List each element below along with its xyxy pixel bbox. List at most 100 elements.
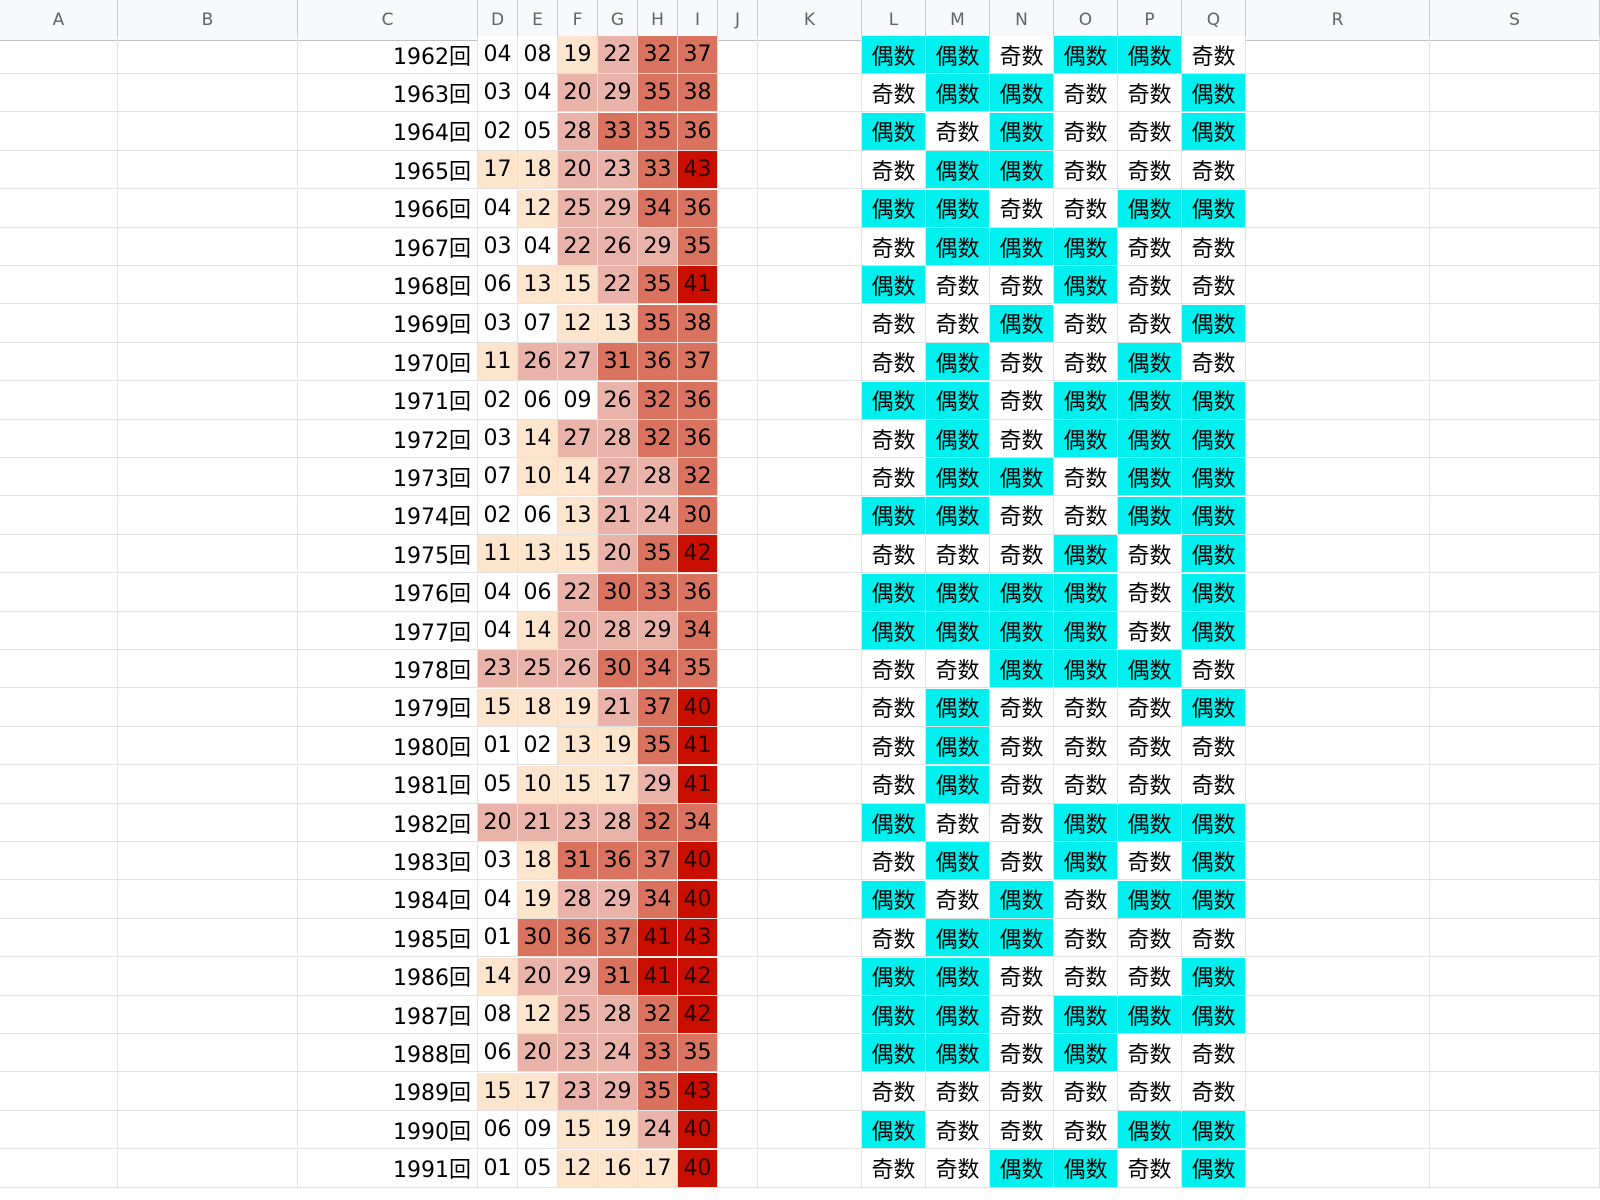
empty-cell[interactable] — [0, 343, 118, 382]
empty-cell[interactable] — [758, 765, 862, 804]
winning-number-cell[interactable]: 33 — [638, 151, 678, 190]
parity-cell[interactable]: 奇数 — [1182, 343, 1246, 382]
winning-number-cell[interactable]: 23 — [598, 151, 638, 190]
parity-cell[interactable]: 偶数 — [926, 727, 990, 766]
winning-number-cell[interactable]: 32 — [638, 381, 678, 420]
empty-cell[interactable] — [718, 765, 758, 804]
parity-cell[interactable]: 偶数 — [990, 151, 1054, 190]
parity-cell[interactable]: 奇数 — [862, 1149, 926, 1188]
draw-number-cell[interactable]: 1983回 — [298, 842, 478, 881]
parity-cell[interactable]: 偶数 — [1182, 1111, 1246, 1150]
column-header-q[interactable]: Q — [1182, 0, 1246, 40]
winning-number-cell[interactable]: 37 — [678, 36, 718, 74]
parity-cell[interactable]: 奇数 — [1054, 304, 1118, 343]
empty-cell[interactable] — [1246, 420, 1430, 458]
empty-cell[interactable] — [718, 727, 758, 766]
column-header-l[interactable]: L — [862, 0, 926, 40]
parity-cell[interactable]: 奇数 — [1054, 189, 1118, 228]
winning-number-cell[interactable]: 21 — [598, 688, 638, 727]
parity-cell[interactable]: 偶数 — [1182, 304, 1246, 343]
parity-cell[interactable]: 奇数 — [1054, 1111, 1118, 1150]
winning-number-cell[interactable]: 04 — [518, 228, 558, 266]
winning-number-cell[interactable]: 15 — [478, 1072, 518, 1111]
empty-cell[interactable] — [118, 688, 298, 727]
empty-cell[interactable] — [1246, 74, 1430, 113]
empty-cell[interactable] — [1246, 189, 1430, 228]
winning-number-cell[interactable]: 14 — [518, 612, 558, 650]
parity-cell[interactable]: 奇数 — [926, 112, 990, 151]
winning-number-cell[interactable]: 32 — [638, 420, 678, 458]
parity-cell[interactable]: 偶数 — [862, 957, 926, 996]
winning-number-cell[interactable]: 27 — [598, 458, 638, 497]
empty-cell[interactable] — [758, 1034, 862, 1073]
draw-number-cell[interactable]: 1964回 — [298, 112, 478, 151]
winning-number-cell[interactable]: 32 — [678, 458, 718, 497]
empty-cell[interactable] — [118, 573, 298, 612]
empty-cell[interactable] — [118, 804, 298, 842]
winning-number-cell[interactable]: 06 — [478, 1034, 518, 1073]
empty-cell[interactable] — [0, 880, 118, 919]
parity-cell[interactable]: 奇数 — [990, 957, 1054, 996]
draw-number-cell[interactable]: 1989回 — [298, 1072, 478, 1111]
draw-number-cell[interactable]: 1973回 — [298, 458, 478, 497]
winning-number-cell[interactable]: 29 — [638, 765, 678, 804]
winning-number-cell[interactable]: 20 — [558, 612, 598, 650]
parity-cell[interactable]: 奇数 — [862, 842, 926, 881]
empty-cell[interactable] — [0, 496, 118, 535]
draw-number-cell[interactable]: 1965回 — [298, 151, 478, 190]
winning-number-cell[interactable]: 06 — [518, 381, 558, 420]
parity-cell[interactable]: 偶数 — [1182, 420, 1246, 458]
winning-number-cell[interactable]: 22 — [558, 573, 598, 612]
empty-cell[interactable] — [118, 112, 298, 151]
winning-number-cell[interactable]: 28 — [598, 804, 638, 842]
winning-number-cell[interactable]: 31 — [598, 957, 638, 996]
parity-cell[interactable]: 偶数 — [1182, 880, 1246, 919]
winning-number-cell[interactable]: 27 — [558, 343, 598, 382]
winning-number-cell[interactable]: 04 — [478, 612, 518, 650]
parity-cell[interactable]: 偶数 — [1118, 996, 1182, 1034]
empty-cell[interactable] — [1246, 573, 1430, 612]
winning-number-cell[interactable]: 04 — [478, 36, 518, 74]
winning-number-cell[interactable]: 42 — [678, 535, 718, 574]
empty-cell[interactable] — [118, 304, 298, 343]
empty-cell[interactable] — [758, 880, 862, 919]
winning-number-cell[interactable]: 41 — [638, 919, 678, 958]
empty-cell[interactable] — [0, 189, 118, 228]
parity-cell[interactable]: 偶数 — [862, 996, 926, 1034]
parity-cell[interactable]: 奇数 — [1118, 151, 1182, 190]
empty-cell[interactable] — [1430, 381, 1600, 420]
parity-cell[interactable]: 奇数 — [990, 420, 1054, 458]
empty-cell[interactable] — [1430, 612, 1600, 650]
empty-cell[interactable] — [1430, 919, 1600, 958]
winning-number-cell[interactable]: 07 — [518, 304, 558, 343]
empty-cell[interactable] — [758, 996, 862, 1034]
winning-number-cell[interactable]: 40 — [678, 880, 718, 919]
parity-cell[interactable]: 奇数 — [862, 535, 926, 574]
winning-number-cell[interactable]: 26 — [518, 343, 558, 382]
parity-cell[interactable]: 偶数 — [1054, 573, 1118, 612]
empty-cell[interactable] — [1430, 880, 1600, 919]
parity-cell[interactable]: 偶数 — [990, 650, 1054, 689]
parity-cell[interactable]: 奇数 — [1118, 1072, 1182, 1111]
empty-cell[interactable] — [1246, 919, 1430, 958]
parity-cell[interactable]: 偶数 — [1182, 612, 1246, 650]
draw-number-cell[interactable]: 1976回 — [298, 573, 478, 612]
winning-number-cell[interactable]: 20 — [558, 74, 598, 113]
parity-cell[interactable]: 偶数 — [1118, 343, 1182, 382]
winning-number-cell[interactable]: 15 — [558, 1111, 598, 1150]
empty-cell[interactable] — [758, 727, 862, 766]
winning-number-cell[interactable]: 26 — [598, 228, 638, 266]
draw-number-cell[interactable]: 1978回 — [298, 650, 478, 689]
draw-number-cell[interactable]: 1984回 — [298, 880, 478, 919]
parity-cell[interactable]: 奇数 — [990, 189, 1054, 228]
empty-cell[interactable] — [118, 765, 298, 804]
parity-cell[interactable]: 奇数 — [990, 1072, 1054, 1111]
empty-cell[interactable] — [1246, 1034, 1430, 1073]
winning-number-cell[interactable]: 14 — [518, 420, 558, 458]
parity-cell[interactable]: 奇数 — [926, 266, 990, 305]
winning-number-cell[interactable]: 18 — [518, 151, 558, 190]
parity-cell[interactable]: 偶数 — [1118, 189, 1182, 228]
parity-cell[interactable]: 奇数 — [990, 1111, 1054, 1150]
parity-cell[interactable]: 偶数 — [990, 573, 1054, 612]
